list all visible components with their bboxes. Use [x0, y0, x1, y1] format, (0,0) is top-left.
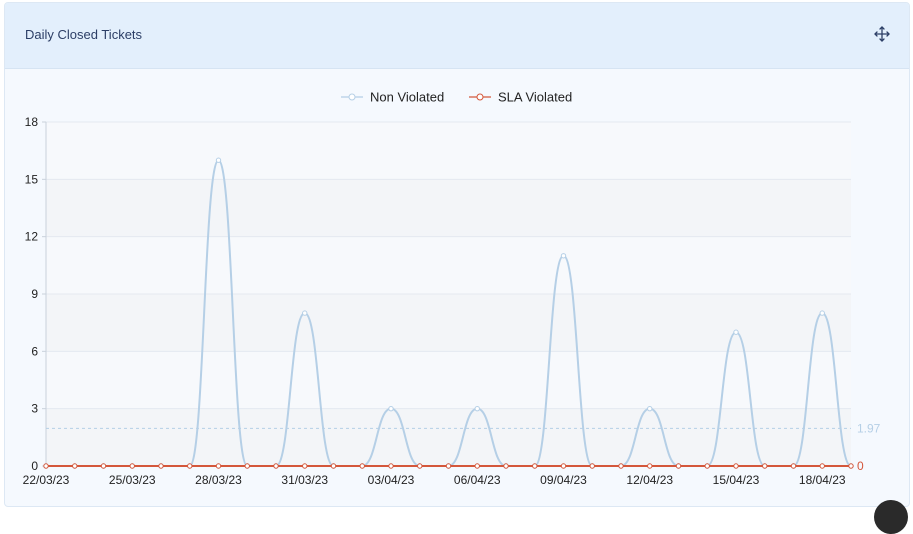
data-point — [733, 463, 739, 469]
legend-swatch-marker — [348, 93, 356, 101]
data-point — [43, 463, 49, 469]
y-tick-label: 6 — [31, 344, 38, 358]
y-tick-label: 0 — [31, 459, 38, 473]
data-point — [819, 463, 825, 469]
data-point — [129, 463, 135, 469]
data-point — [503, 463, 509, 469]
data-point — [733, 329, 739, 335]
data-point — [244, 463, 250, 469]
data-point — [302, 463, 308, 469]
data-point — [158, 463, 164, 469]
plot-band — [46, 294, 851, 352]
card-title: Daily Closed Tickets — [25, 27, 143, 42]
legend-swatch-marker — [476, 93, 484, 101]
y-tick-label: 3 — [31, 402, 38, 416]
plot-band — [46, 236, 851, 294]
line-chart: 0 3 6 9 12 15 18 22/03/23 25/03/23 28/03/23 31/03/… — [23, 90, 881, 488]
y-tick-label: 15 — [25, 172, 39, 186]
data-point — [647, 463, 653, 469]
x-tick-label: 22/03/23 — [23, 473, 70, 487]
x-tick-label: 28/03/23 — [195, 473, 242, 487]
data-point — [474, 463, 480, 469]
data-point — [560, 253, 567, 259]
data-point — [589, 463, 595, 469]
data-point — [848, 463, 854, 469]
data-point — [819, 310, 825, 316]
data-point — [330, 463, 337, 469]
data-point — [704, 463, 710, 469]
plot-band — [46, 351, 851, 409]
data-point — [790, 463, 797, 469]
data-point — [560, 463, 567, 469]
legend-label: SLA Violated — [498, 90, 572, 105]
data-point — [302, 310, 308, 316]
x-tick-label: 09/04/23 — [540, 473, 587, 487]
data-point — [762, 463, 768, 469]
plot-band — [46, 122, 851, 180]
data-point — [647, 405, 653, 412]
data-point — [72, 463, 78, 469]
data-point — [675, 463, 682, 469]
series-line — [46, 159, 852, 467]
x-tick-label: 12/04/23 — [626, 473, 673, 487]
plot-band — [46, 179, 851, 237]
data-point — [215, 463, 222, 469]
reference-line-label: 1.97 — [857, 421, 881, 435]
data-point — [273, 463, 279, 469]
x-tick-label: 25/03/23 — [109, 473, 156, 487]
y-tick-label: 18 — [25, 115, 39, 129]
x-tick-label: 03/04/23 — [368, 473, 415, 487]
data-point — [359, 463, 365, 469]
data-point — [187, 463, 193, 469]
data-point — [532, 463, 538, 469]
data-point — [388, 463, 394, 469]
plot-band — [46, 408, 851, 466]
card-header: Daily Closed Tickets — [5, 3, 909, 69]
data-point — [474, 405, 480, 412]
data-point — [388, 405, 394, 412]
x-tick-label: 31/03/23 — [281, 473, 328, 487]
reference-line-label: 0 — [857, 459, 864, 473]
data-point — [417, 463, 423, 469]
data-point — [100, 463, 107, 469]
data-point — [618, 463, 624, 469]
move-arrows-icon[interactable] — [873, 25, 891, 43]
x-tick-label: 06/04/23 — [454, 473, 501, 487]
x-tick-label: 18/04/23 — [799, 473, 846, 487]
data-point — [445, 463, 452, 469]
data-point — [215, 157, 222, 163]
x-tick-label: 15/04/23 — [713, 473, 760, 487]
legend-label: Non Violated — [370, 90, 444, 105]
floating-action-button[interactable] — [874, 500, 908, 534]
y-tick-label: 12 — [25, 230, 39, 244]
y-tick-label: 9 — [31, 287, 38, 301]
